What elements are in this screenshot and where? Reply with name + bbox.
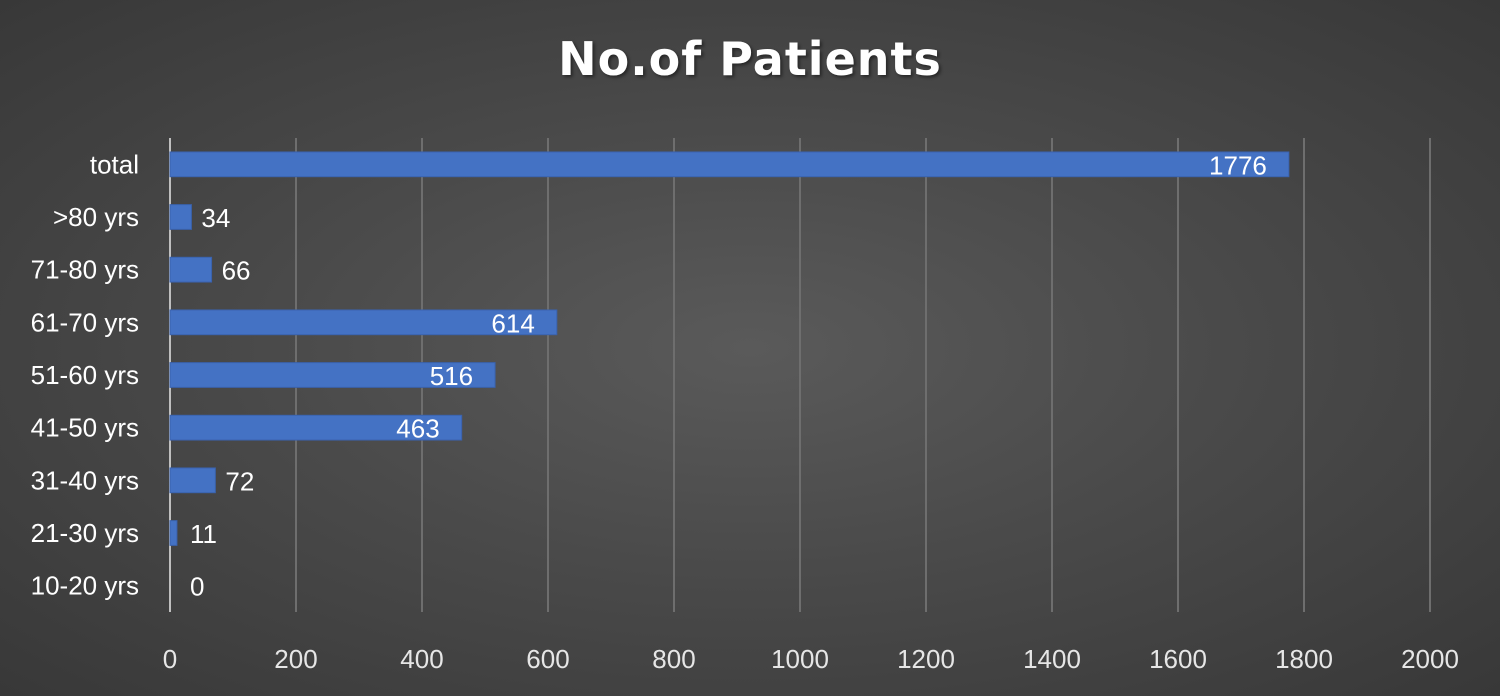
y-tick-label: 41-50 yrs <box>31 413 139 443</box>
bar <box>169 151 1290 178</box>
x-tick-label: 1000 <box>771 644 829 674</box>
x-tick-label: 400 <box>400 644 443 674</box>
data-label: 516 <box>430 361 473 391</box>
bar <box>169 362 496 388</box>
data-label: 72 <box>225 466 254 496</box>
x-tick-label: 800 <box>652 644 695 674</box>
y-tick-label: 71-80 yrs <box>31 255 139 285</box>
y-tick-label: 51-60 yrs <box>31 360 139 390</box>
bar <box>169 467 216 494</box>
x-tick-label: 1400 <box>1023 644 1081 674</box>
bar <box>169 309 558 336</box>
bar <box>169 520 178 546</box>
chart-title: No.of Patients <box>558 32 942 86</box>
bar <box>169 414 463 441</box>
x-tick-label: 1200 <box>897 644 955 674</box>
data-label: 614 <box>491 308 534 338</box>
y-tick-label: 31-40 yrs <box>31 465 139 495</box>
x-tick-label: 200 <box>274 644 317 674</box>
data-label: 0 <box>190 572 204 602</box>
data-label: 66 <box>222 256 251 286</box>
x-tick-label: 1600 <box>1149 644 1207 674</box>
y-tick-label: total <box>90 149 139 179</box>
x-tick-label: 1800 <box>1275 644 1333 674</box>
x-tick-label: 0 <box>163 644 177 674</box>
data-label: 1776 <box>1209 150 1267 180</box>
x-tick-label: 2000 <box>1401 644 1459 674</box>
data-label: 11 <box>190 519 217 549</box>
y-tick-label: 21-30 yrs <box>31 518 139 548</box>
data-label: 34 <box>201 203 230 233</box>
x-tick-label: 600 <box>526 644 569 674</box>
y-tick-label: 61-70 yrs <box>31 307 139 337</box>
y-tick-label: 10-20 yrs <box>31 571 139 601</box>
bar <box>169 204 192 230</box>
bar <box>169 256 213 283</box>
y-tick-label: >80 yrs <box>53 202 139 232</box>
data-label: 463 <box>396 414 439 444</box>
